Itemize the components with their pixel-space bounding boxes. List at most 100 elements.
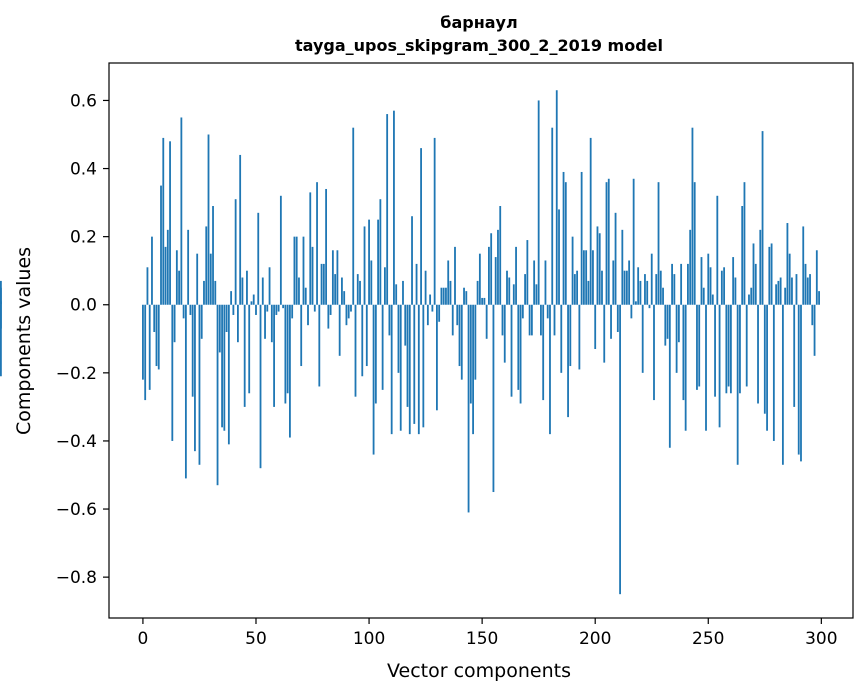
bar-118 bbox=[408, 304, 411, 435]
bar-216 bbox=[630, 304, 633, 319]
bar-155 bbox=[492, 304, 495, 493]
bar-284 bbox=[784, 287, 787, 305]
bar-133 bbox=[442, 287, 445, 305]
bar-282 bbox=[779, 277, 782, 305]
bar-33 bbox=[216, 304, 219, 486]
bar-35 bbox=[221, 304, 223, 428]
bar-26 bbox=[200, 304, 203, 339]
bar-85 bbox=[334, 274, 337, 305]
bar-171 bbox=[528, 304, 531, 336]
bars-group bbox=[0, 90, 820, 595]
bar-134 bbox=[445, 287, 447, 305]
bar-104 bbox=[377, 219, 380, 305]
bar-275 bbox=[763, 304, 766, 414]
bar-71 bbox=[302, 236, 305, 305]
bar-58 bbox=[273, 304, 275, 407]
bar-7 bbox=[157, 304, 160, 370]
bar-145 bbox=[469, 304, 472, 404]
bar-174 bbox=[535, 284, 538, 305]
x-tick-label: 300 bbox=[805, 629, 837, 649]
bar-236 bbox=[675, 304, 678, 373]
bar-75 bbox=[311, 246, 314, 305]
bar-77 bbox=[316, 182, 318, 305]
bar-2 bbox=[146, 267, 149, 305]
bar-195 bbox=[582, 250, 585, 305]
bar-57 bbox=[270, 304, 273, 343]
bar-290 bbox=[797, 304, 800, 455]
bar-190 bbox=[571, 236, 574, 305]
bar-135 bbox=[447, 260, 450, 305]
bar-200 bbox=[594, 304, 597, 350]
bar-32 bbox=[214, 280, 217, 305]
bar-131 bbox=[438, 304, 441, 322]
bar-140 bbox=[458, 304, 461, 367]
bar-240 bbox=[684, 304, 687, 431]
bar-291 bbox=[800, 304, 802, 462]
bar-238 bbox=[680, 263, 683, 305]
bar-181 bbox=[551, 127, 554, 305]
bar-22 bbox=[191, 304, 194, 397]
bar-219 bbox=[637, 267, 640, 305]
bar-27 bbox=[203, 280, 205, 305]
bar-273 bbox=[759, 229, 762, 305]
bar-108 bbox=[386, 114, 389, 305]
bar-105 bbox=[379, 199, 382, 305]
bar-296 bbox=[811, 304, 814, 326]
bar-55 bbox=[266, 304, 269, 312]
bar-18 bbox=[182, 304, 185, 319]
bar-36 bbox=[223, 304, 226, 431]
bar-187 bbox=[564, 182, 567, 305]
bar-165 bbox=[515, 246, 517, 305]
y-axis-label: Components values bbox=[13, 247, 35, 435]
bar-62 bbox=[282, 304, 285, 309]
bar-129 bbox=[433, 137, 436, 305]
bar-267 bbox=[745, 304, 748, 387]
bar-276 bbox=[766, 304, 768, 431]
bar-222 bbox=[644, 274, 646, 305]
bar-259 bbox=[727, 304, 730, 387]
bar-154 bbox=[490, 233, 493, 305]
bar-53 bbox=[261, 277, 264, 305]
bar-186 bbox=[562, 171, 565, 305]
bar-166 bbox=[517, 304, 520, 390]
bar-116 bbox=[404, 304, 407, 346]
bar-60 bbox=[277, 304, 280, 312]
bar-218 bbox=[635, 301, 637, 305]
bar-95 bbox=[356, 274, 359, 305]
bar-233 bbox=[668, 304, 671, 448]
bar-270 bbox=[752, 243, 755, 305]
bar-72 bbox=[304, 287, 307, 305]
bar-94 bbox=[354, 304, 357, 397]
bar-177 bbox=[542, 304, 545, 401]
bar-8 bbox=[160, 185, 162, 305]
bar-192 bbox=[576, 270, 579, 305]
bar-114 bbox=[399, 304, 402, 431]
bar-260 bbox=[729, 304, 732, 394]
bar-230 bbox=[662, 287, 664, 305]
bar-5 bbox=[153, 304, 156, 332]
x-tick-label: 0 bbox=[138, 629, 149, 649]
bar-9 bbox=[162, 137, 165, 305]
bar-178 bbox=[544, 260, 547, 305]
bar-93 bbox=[352, 127, 355, 305]
bar-227 bbox=[655, 274, 658, 305]
bar-295 bbox=[809, 274, 811, 305]
bar-162 bbox=[508, 277, 511, 305]
bar-43 bbox=[239, 154, 242, 305]
bar-247 bbox=[700, 257, 703, 305]
bar-169 bbox=[524, 274, 526, 305]
bar-266 bbox=[743, 182, 746, 305]
bar-269 bbox=[750, 287, 753, 305]
bar-217 bbox=[632, 178, 635, 305]
bar-172 bbox=[530, 304, 533, 336]
bar-297 bbox=[813, 304, 816, 356]
bar-30 bbox=[209, 253, 212, 305]
bar-293 bbox=[804, 263, 807, 305]
bar-250 bbox=[707, 253, 710, 305]
y-tick-label: 0.2 bbox=[70, 228, 97, 248]
bar-12 bbox=[169, 141, 171, 305]
bar-264 bbox=[739, 304, 741, 394]
bar-37 bbox=[225, 304, 228, 332]
bar-74 bbox=[309, 192, 312, 305]
bar-215 bbox=[628, 260, 631, 305]
